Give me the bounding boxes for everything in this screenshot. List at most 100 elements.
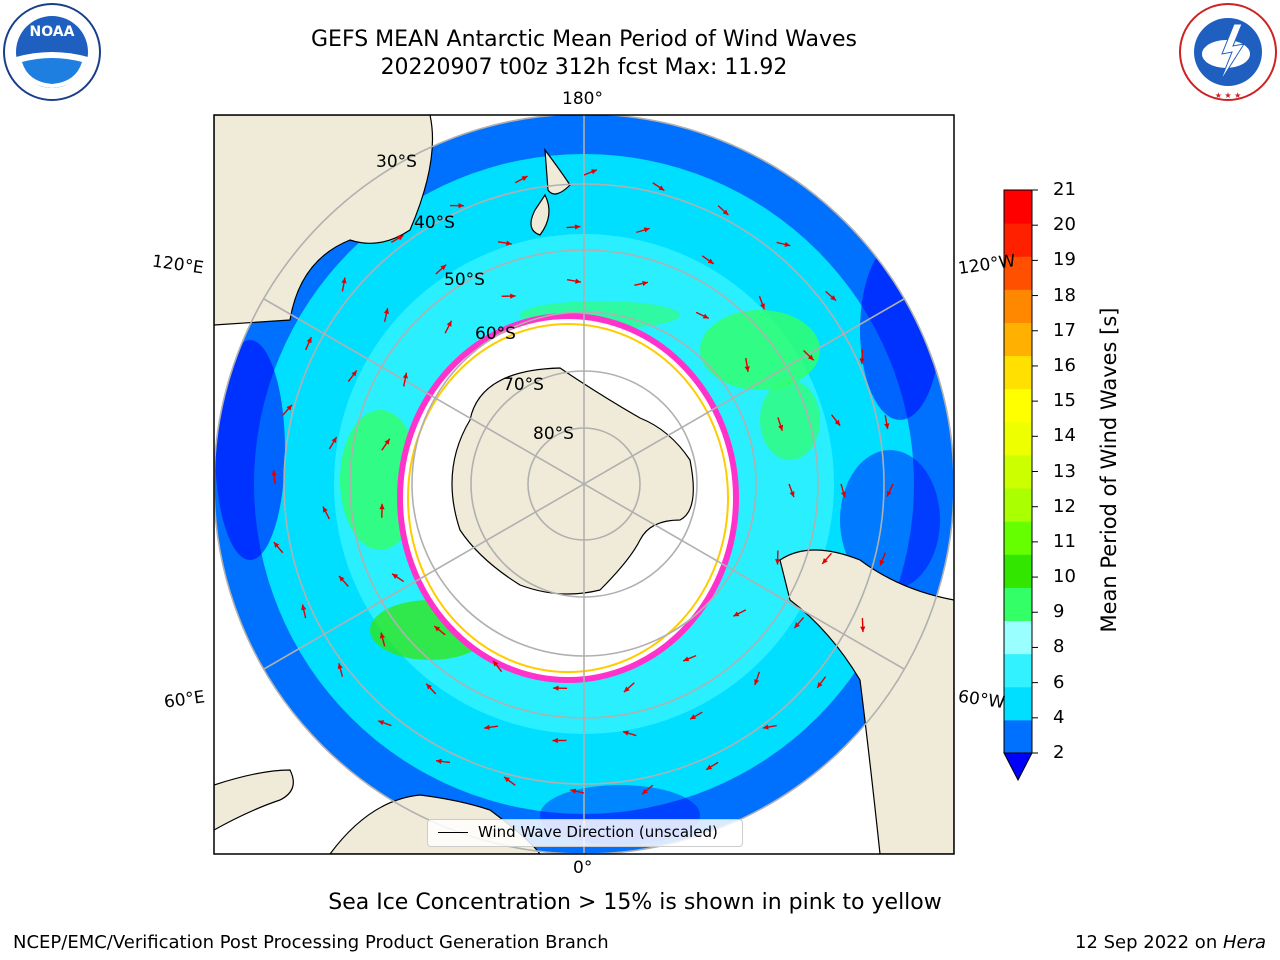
wave-direction-arrowhead <box>446 320 452 327</box>
colorbar-tick-label: 19 <box>1053 249 1076 271</box>
colorbar-segment <box>1004 256 1032 290</box>
colorbar-segment <box>1004 620 1032 655</box>
wave-direction-arrowhead <box>690 714 697 720</box>
colorbar-segment <box>1004 488 1032 522</box>
colorbar-segment <box>1004 289 1032 323</box>
noaa-logo: NOAA <box>3 3 101 101</box>
lat-label-50s: 50°S <box>444 270 485 290</box>
colorbar-segment <box>1004 554 1032 588</box>
wave-direction-arrowhead <box>822 558 828 564</box>
colorbar-segment <box>1004 521 1032 555</box>
footer-host: Hera <box>1222 932 1266 953</box>
wave-direction-arrowhead <box>426 683 432 690</box>
australia-landmass <box>214 115 434 326</box>
wave-direction-arrowhead <box>440 264 447 271</box>
wave-direction-arrowhead <box>378 720 385 726</box>
wind-wave-direction-arrows <box>271 169 894 795</box>
lat-label-40s: 40°S <box>414 213 455 233</box>
colorbar-segment <box>1004 454 1032 489</box>
wave-direction-arrowhead <box>840 491 846 498</box>
wave-direction-arrowhead <box>553 685 559 691</box>
wave-direction-arrowhead <box>658 185 665 191</box>
wave-direction-arrowhead <box>775 559 781 565</box>
colorbar-tick-label: 12 <box>1053 495 1076 517</box>
colorbar-segment <box>1004 388 1032 423</box>
colorbar-tick-label: 9 <box>1053 601 1065 623</box>
colorbar-segment <box>1004 421 1032 456</box>
lon-label-0: 0° <box>573 858 593 878</box>
wave-direction-arrowhead <box>830 295 837 301</box>
wave-direction-arrowhead <box>397 235 404 241</box>
wave-direction-arrowhead <box>434 626 441 632</box>
wave-direction-arrowhead <box>744 366 750 372</box>
footer-date-text: 12 Sep 2022 on <box>1075 932 1223 953</box>
wave-direction-arrowhead <box>338 575 345 582</box>
sea-ice-caption: Sea Ice Concentration > 15% is shown in … <box>328 890 942 915</box>
wave-direction-arrowhead <box>337 663 343 670</box>
wave-direction-arrowhead <box>493 660 499 667</box>
colorbar-tick-label: 16 <box>1053 354 1076 376</box>
map-frame <box>213 114 955 855</box>
colorbar-segment <box>1004 190 1032 224</box>
wave-direction-arrowhead <box>817 681 823 688</box>
colorbar-tick-label: 14 <box>1053 425 1076 447</box>
colorbar-segment <box>1004 587 1032 622</box>
wave-direction-arrowhead <box>273 542 280 548</box>
wave-direction-arrowhead <box>436 758 442 764</box>
wave-direction-arrowhead <box>570 788 577 794</box>
wave-direction-arrowhead <box>807 354 814 361</box>
wave-direction-arrowhead <box>884 423 890 430</box>
map-title: GEFS MEAN Antarctic Mean Period of Wind … <box>311 27 857 52</box>
legend-label: Wind Wave Direction (unscaled) <box>478 823 718 841</box>
map-legend: Wind Wave Direction (unscaled) <box>427 819 743 847</box>
colorbar-tick-label: 21 <box>1053 179 1076 200</box>
noaa-wordmark: NOAA <box>30 24 75 40</box>
colorbar-tick-label: 10 <box>1053 566 1076 588</box>
lat-label-60s: 60°S <box>475 324 516 344</box>
wave-direction-arrowhead <box>834 419 841 426</box>
graticule <box>214 115 954 854</box>
colorbar-tick-label: 8 <box>1053 636 1065 658</box>
wave-direction-arrowhead <box>552 737 558 744</box>
wave-direction-arrowhead <box>504 776 510 783</box>
lat-label-30s: 30°S <box>376 152 417 172</box>
wave-direction-arrowhead <box>402 372 408 379</box>
legend-line-swatch <box>438 832 468 833</box>
colorbar-tick-label: 6 <box>1053 671 1065 693</box>
wave-direction-arrowhead <box>622 730 629 736</box>
svg-text:★ ★ ★: ★ ★ ★ <box>1215 91 1242 100</box>
colorbar-segment <box>1004 686 1032 721</box>
wave-direction-arrowhead <box>702 313 709 319</box>
wave-direction-arrowhead <box>306 337 312 344</box>
wave-direction-arrowhead <box>301 604 307 611</box>
wave-direction-arrowhead <box>271 470 277 476</box>
wave-direction-arrowhead <box>722 209 729 216</box>
wave-direction-arrowhead <box>778 424 784 431</box>
lat-label-70s: 70°S <box>503 375 544 395</box>
wave-direction-arrowhead <box>506 240 512 246</box>
colorbar-tick-label: 20 <box>1053 214 1076 236</box>
lon-label-180: 180° <box>562 89 603 109</box>
wave-direction-arrowhead <box>331 436 337 443</box>
wave-direction-arrowhead <box>574 224 581 230</box>
wave-direction-arrowhead <box>590 169 597 175</box>
colorbar-tick-label: 17 <box>1053 319 1076 341</box>
wave-direction-arrowhead <box>484 724 490 730</box>
colorbar <box>1003 189 1038 782</box>
wave-direction-arrowhead <box>789 491 795 498</box>
wave-direction-arrowhead <box>762 724 769 730</box>
colorbar-under-extension <box>1003 752 1033 782</box>
wave-direction-arrowhead <box>759 303 765 310</box>
wave-direction-arrowhead <box>643 227 650 233</box>
wave-direction-arrowhead <box>784 241 791 247</box>
colorbar-segment <box>1004 719 1032 754</box>
colorbar-segment <box>1004 653 1032 688</box>
colorbar-label: Mean Period of Wind Waves [s] <box>1097 307 1121 633</box>
wave-direction-arrowhead <box>642 280 649 287</box>
wave-direction-arrowhead <box>458 203 464 209</box>
wave-direction-arrowhead <box>286 404 293 411</box>
colorbar-tick-label: 18 <box>1053 284 1076 306</box>
wave-direction-arrowhead <box>379 503 385 510</box>
wave-direction-arrowhead <box>794 622 800 629</box>
